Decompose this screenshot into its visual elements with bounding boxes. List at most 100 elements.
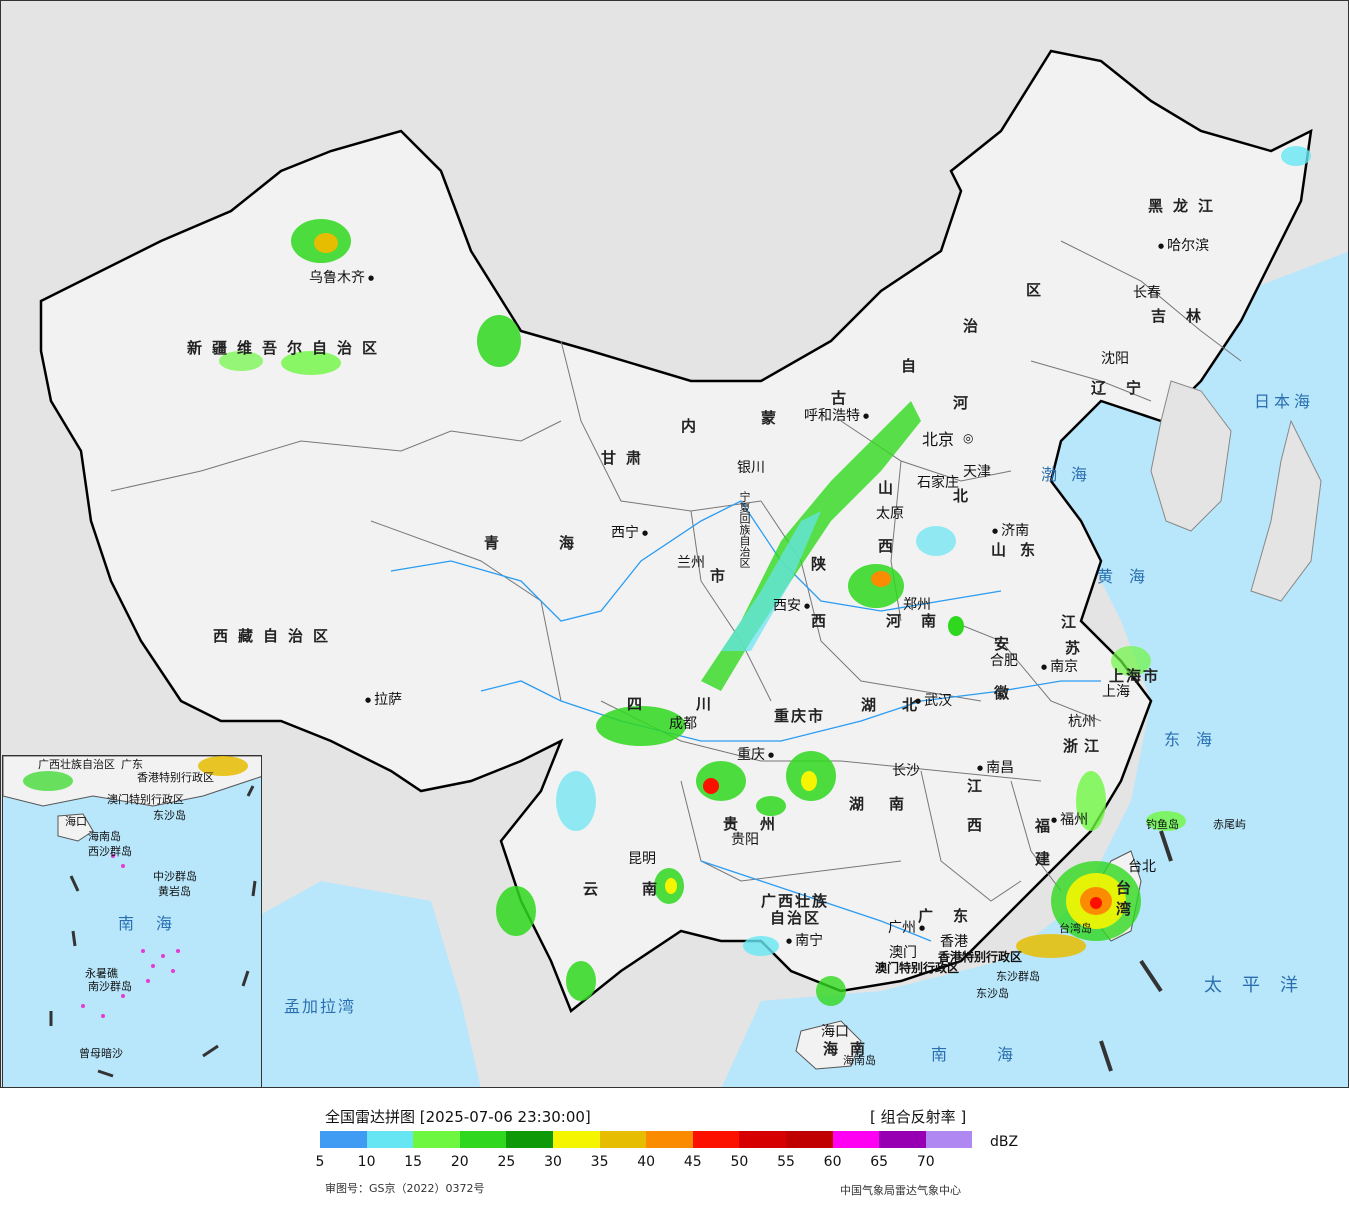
colorbar-segment: [552, 1131, 600, 1148]
label-jiangxi-b: 西: [967, 816, 993, 834]
south-china-sea-inset: 广西壮族自治区 广东 香港特别行政区 澳门特别行政区 东沙岛 海口 海南岛 西沙…: [2, 755, 262, 1087]
city-nanjing: 南京: [1041, 660, 1078, 674]
label-hunan-a: 湖: [849, 795, 875, 813]
label-neimenggu-d: 自: [901, 357, 927, 375]
producer-credit: 中国气象局雷达气象中心: [840, 1184, 961, 1197]
colorbar-tick-label: 25: [497, 1154, 516, 1170]
label-gansu-shi: 市: [710, 567, 736, 585]
label-shanxi-b: 西: [878, 537, 904, 555]
city-taiyuan: 太原: [876, 506, 904, 522]
label-ningxia: 宁夏回族自治区: [738, 491, 751, 568]
city-shijiazhuang: 石家庄: [917, 475, 959, 491]
city-nanning: 南宁: [786, 934, 823, 948]
label-jiangsu-b: 苏: [1065, 639, 1091, 657]
city-aomen: 澳门: [889, 945, 917, 961]
city-wuhan: 武汉: [915, 694, 952, 708]
label-neimenggu-f: 区: [1026, 281, 1052, 299]
label-taiwandao: 台湾岛: [1059, 922, 1092, 935]
label-guangxi-b: 自治区: [770, 909, 822, 927]
label-shanghai: 上海市: [1109, 667, 1161, 685]
label-ribenhai: 日本海: [1254, 392, 1315, 411]
colorbar-segment: [599, 1131, 647, 1148]
inset-label-zengmuansha: 曾母暗沙: [79, 1047, 123, 1060]
city-lanzhou: 兰州: [677, 555, 705, 571]
radar-map: 新疆维吾尔自治区 西藏自治区 青海 甘肃 内 蒙 古 自 治 区 黑龙江 吉林 …: [0, 0, 1349, 1088]
bay-of-bengal: [201, 881, 481, 1087]
label-taiwan-b: 湾: [1116, 900, 1142, 918]
label-nanhai: 南海: [931, 1045, 1064, 1064]
city-xian: 西安: [773, 599, 810, 613]
label-gansu: 甘肃: [601, 449, 652, 467]
label-qinghai: 青海: [484, 534, 635, 552]
city-zhengzhou: 郑州: [903, 597, 931, 613]
inset-label-dongsha: 东沙岛: [153, 809, 186, 822]
city-guangzhou: 广州: [888, 921, 925, 935]
label-dongshaqundao: 东沙群岛: [996, 970, 1040, 983]
city-changchun: 长春: [1133, 285, 1161, 301]
label-henan: 河南: [886, 612, 957, 630]
city-haerbin: 哈尔滨: [1158, 239, 1209, 253]
label-hubei: 湖北: [861, 696, 944, 714]
colorbar-ticks: 5 10 15 20 25 30 35 40 45 50 55 60 65 70: [0, 1154, 1349, 1172]
colorbar-tick-label: 45: [683, 1154, 702, 1170]
label-jiangxi-a: 江: [967, 777, 993, 795]
city-tianjin: 天津: [963, 464, 991, 480]
label-shanxi-a: 山: [878, 479, 904, 497]
label-sichuan-a: 四: [627, 695, 653, 713]
label-neimenggu-a: 内: [681, 417, 707, 435]
label-anhui-a: 安: [994, 635, 1020, 653]
colorbar-segment: [506, 1131, 553, 1148]
label-guangxi-a: 广西壮族: [761, 892, 830, 910]
legend-panel: 全国雷达拼图 [2025-07-06 23:30:00] [ 组合反射率 ] 5…: [0, 1088, 1349, 1208]
city-yinchuan: 银川: [737, 460, 765, 476]
colorbar-segment: [320, 1131, 367, 1148]
colorbar-segment: [832, 1131, 880, 1148]
colorbar-segment: [646, 1131, 693, 1148]
inset-label-xianggang: 香港特别行政区: [137, 771, 214, 784]
colorbar-segment: [739, 1131, 786, 1148]
inset-label-hainandao: 海南岛: [88, 830, 121, 843]
label-anhui-b: 徽: [994, 684, 1020, 702]
colorbar-tick-label: 35: [590, 1154, 609, 1170]
city-haikou: 海口: [821, 1024, 849, 1040]
label-sichuan-b: 川: [696, 695, 722, 713]
colorbar-segment: [692, 1131, 740, 1148]
inset-label-haikou: 海口: [65, 815, 87, 828]
colorbar-segment: [879, 1131, 926, 1148]
label-mengjialawan: 孟加拉湾: [284, 997, 357, 1016]
label-taiwan-a: 台: [1116, 879, 1142, 897]
label-heilongjiang: 黑龙江: [1148, 197, 1224, 215]
label-zhejiang: 浙江: [1063, 737, 1106, 755]
label-taipingyang: 太平洋: [1204, 975, 1318, 996]
inset-label-guangdong: 广东: [121, 758, 143, 771]
label-aomen-sar: 澳门特别行政区: [875, 961, 960, 975]
label-xinjiang: 新疆维吾尔自治区: [187, 339, 388, 357]
colorbar-tick-label: 40: [637, 1154, 656, 1170]
label-fujian-b: 建: [1035, 850, 1061, 868]
city-xining: 西宁: [611, 526, 648, 540]
colorbar-segment: [785, 1131, 833, 1148]
label-xizang: 西藏自治区: [213, 627, 339, 645]
city-chengdu: 成都: [669, 716, 697, 732]
city-fuzhou: 福州: [1051, 813, 1088, 827]
label-hainandao: 海南岛: [843, 1054, 876, 1067]
label-guizhou: 贵州: [723, 815, 798, 833]
colorbar-tick-label: 20: [450, 1154, 469, 1170]
city-taibei: 台北: [1128, 859, 1156, 875]
colorbar-segment: [459, 1131, 507, 1148]
label-bohai: 渤海: [1041, 465, 1102, 484]
beijing-capital-icon: ◎: [963, 431, 974, 445]
city-shanghai: 上海: [1102, 684, 1130, 700]
city-nanchang: 南昌: [977, 761, 1014, 775]
colorbar-unit: dBZ: [990, 1134, 1019, 1150]
colorbar-tick-label: 30: [544, 1154, 562, 1170]
dash-line-main: [1099, 830, 1173, 1072]
label-neimenggu-e: 治: [963, 317, 989, 335]
colorbar-segment: [413, 1131, 460, 1148]
city-urumqi: 乌鲁木齐: [309, 271, 374, 285]
city-chongqing: 重庆: [737, 748, 774, 762]
label-fujian-a: 福: [1035, 817, 1061, 835]
label-hainan-a: 海: [823, 1040, 849, 1058]
colorbar-tick-label: 5: [315, 1154, 325, 1170]
city-hefei: 合肥: [990, 653, 1018, 669]
